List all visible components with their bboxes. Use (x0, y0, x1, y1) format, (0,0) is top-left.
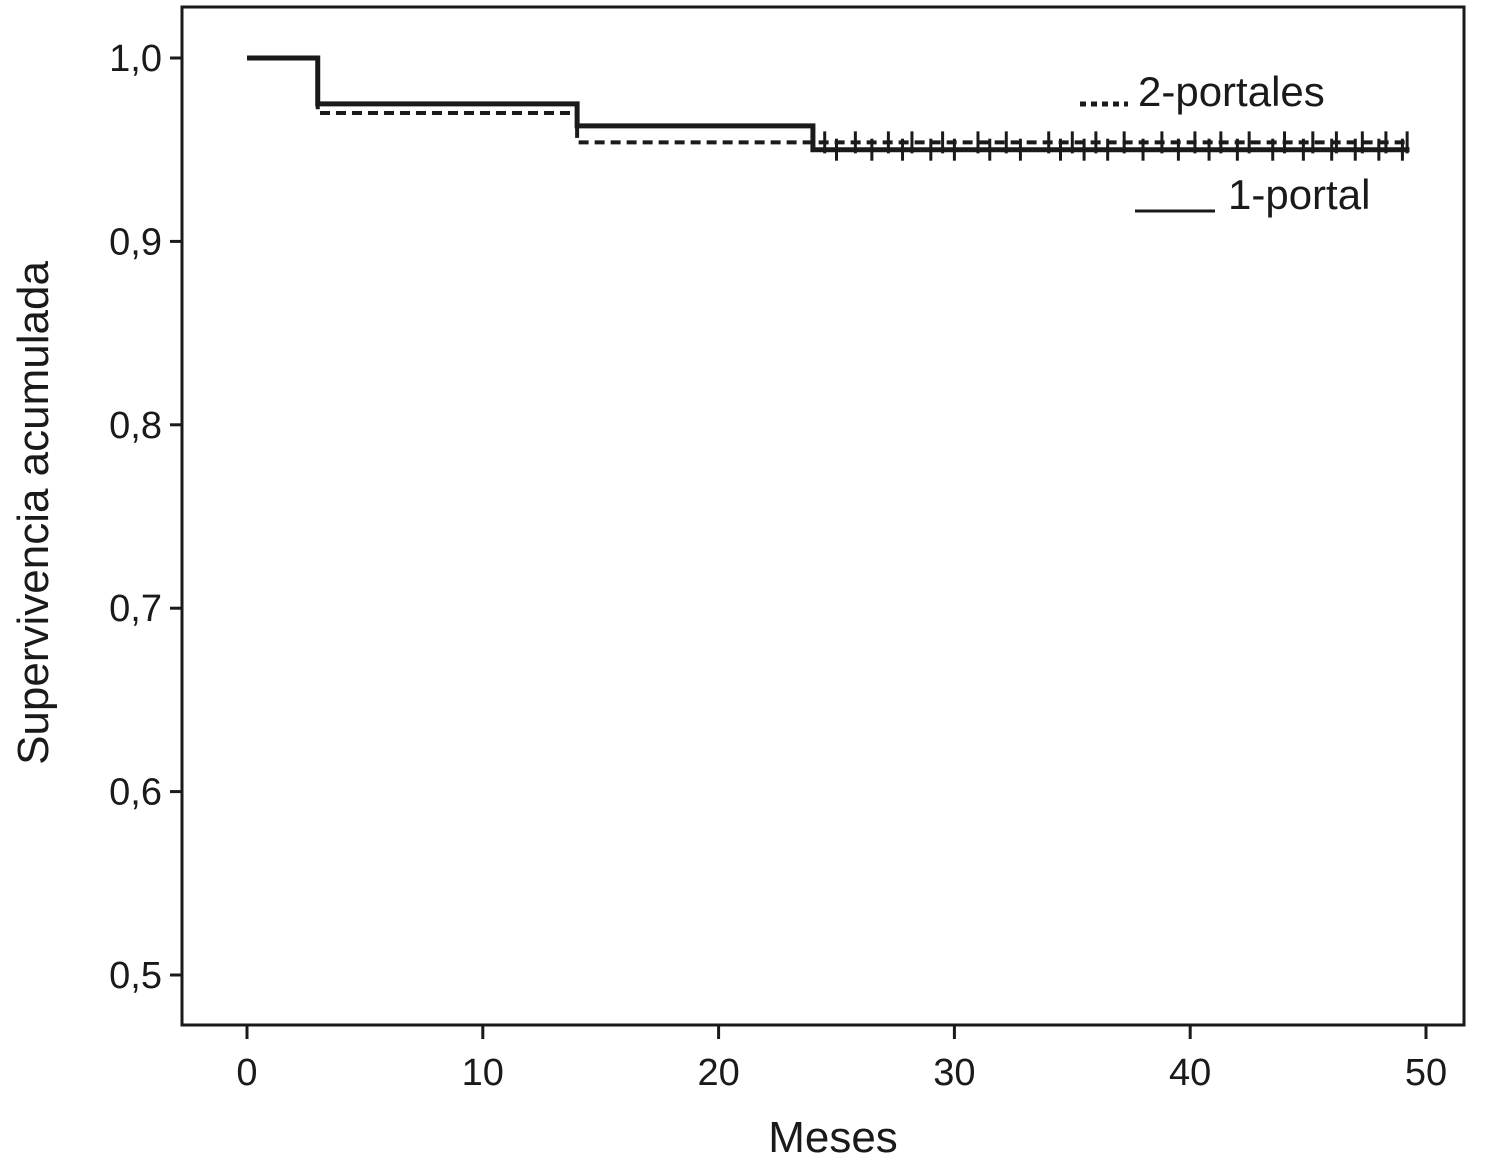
x-axis: 0 10 20 30 40 50 (236, 1025, 1447, 1094)
y-tick-label: 0,5 (109, 955, 162, 997)
x-tick-label: 20 (697, 1052, 739, 1094)
series-layer (247, 55, 1410, 161)
x-axis-title: Meses (768, 1113, 898, 1162)
x-tick-label: 10 (462, 1052, 504, 1094)
y-tick-label: 0,9 (109, 221, 162, 263)
x-tick-label: 50 (1405, 1052, 1447, 1094)
legend-label-1-portal: 1-portal (1228, 171, 1370, 218)
y-axis-title: Supervivencia acumulada (9, 261, 58, 765)
y-tick-label: 0,7 (109, 588, 162, 630)
legend: 2-portales 1-portal (1080, 68, 1370, 218)
x-tick-label: 0 (236, 1052, 257, 1094)
y-tick-label: 0,6 (109, 772, 162, 814)
x-tick-label: 40 (1169, 1052, 1211, 1094)
y-tick-label: 1,0 (109, 38, 162, 80)
plot-frame (180, 5, 1466, 1027)
x-tick-label: 30 (933, 1052, 975, 1094)
y-axis: 0,5 0,6 0,7 0,8 0,9 1,0 (109, 38, 182, 997)
legend-label-2-portales: 2-portales (1138, 68, 1325, 115)
y-tick-label: 0,8 (109, 405, 162, 447)
series-line-1-portal (247, 55, 1410, 153)
